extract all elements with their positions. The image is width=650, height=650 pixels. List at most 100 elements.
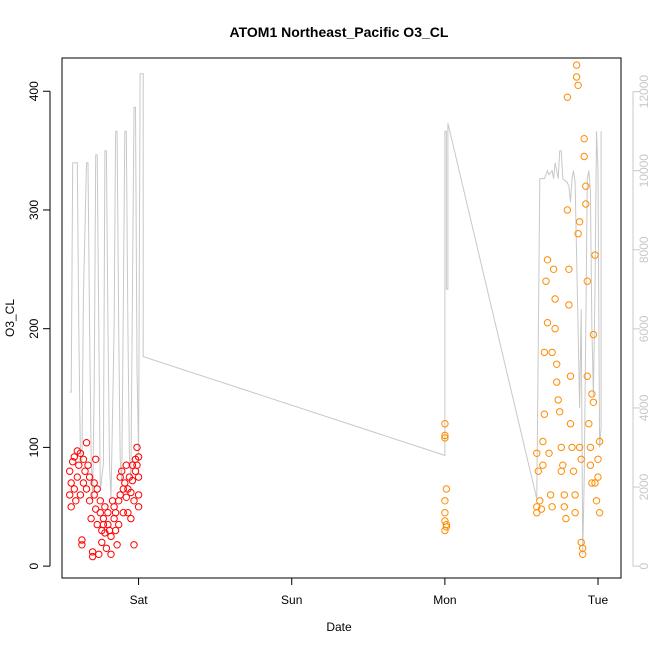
data-point-series-2 xyxy=(441,434,449,442)
data-point-series-2 xyxy=(556,408,564,416)
y2-tick-label: 12000 xyxy=(637,75,650,109)
points-layer xyxy=(66,61,604,561)
data-point-series-2 xyxy=(563,93,572,101)
data-point-series-1 xyxy=(115,497,123,505)
data-point-series-1 xyxy=(101,529,109,537)
y2-tick-label: 0 xyxy=(637,562,650,569)
data-point-series-1 xyxy=(66,467,74,475)
data-point-series-1 xyxy=(85,473,94,481)
data-point-series-1 xyxy=(122,461,131,469)
data-point-series-2 xyxy=(545,449,553,457)
data-point-series-2 xyxy=(588,390,596,398)
data-point-series-2 xyxy=(551,325,559,333)
data-point-series-1 xyxy=(96,497,105,505)
data-point-series-1 xyxy=(134,503,143,511)
data-point-series-2 xyxy=(557,443,565,452)
data-point-series-2 xyxy=(565,301,573,309)
data-point-series-2 xyxy=(548,503,556,511)
x-axis: Sat Sun Mon Tue xyxy=(130,577,609,607)
data-point-series-2 xyxy=(563,206,572,214)
data-point-series-2 xyxy=(579,550,587,558)
data-point-series-2 xyxy=(571,491,579,499)
data-point-series-2 xyxy=(441,509,449,517)
data-point-series-1 xyxy=(110,514,118,523)
data-point-series-2 xyxy=(559,461,567,469)
y2-tick-label: 6000 xyxy=(637,315,650,342)
data-point-series-1 xyxy=(104,520,112,529)
data-point-series-2 xyxy=(592,497,601,505)
data-point-series-1 xyxy=(90,491,98,499)
data-point-series-2 xyxy=(568,443,576,452)
data-point-series-1 xyxy=(76,449,85,457)
data-point-series-2 xyxy=(569,467,578,475)
data-point-series-1 xyxy=(110,503,118,511)
data-point-series-2 xyxy=(540,410,549,418)
data-point-series-2 xyxy=(574,81,582,90)
data-point-series-2 xyxy=(588,479,596,487)
x-axis-label: Date xyxy=(326,620,352,634)
y-tick-label: 0 xyxy=(27,562,41,569)
data-point-series-2 xyxy=(553,360,561,368)
data-point-series-2 xyxy=(582,200,590,208)
data-point-series-1 xyxy=(93,485,101,493)
data-point-series-1 xyxy=(66,491,74,499)
y2-tick-label: 4000 xyxy=(637,394,650,421)
y2-tick-label: 10000 xyxy=(637,154,650,188)
data-point-series-1 xyxy=(116,491,124,499)
data-point-series-1 xyxy=(115,520,123,529)
data-point-series-1 xyxy=(133,461,141,469)
data-point-series-2 xyxy=(441,420,449,428)
data-point-series-2 xyxy=(589,398,598,406)
data-point-series-2 xyxy=(594,455,602,463)
data-point-series-2 xyxy=(540,348,549,357)
y2-tick-label: 8000 xyxy=(637,236,650,263)
x-tick-label: Tue xyxy=(588,593,609,607)
data-point-series-2 xyxy=(554,396,562,404)
data-point-series-2 xyxy=(539,461,547,469)
data-point-series-1 xyxy=(88,552,97,561)
data-point-series-2 xyxy=(583,277,591,285)
data-point-series-1 xyxy=(130,497,138,505)
data-point-series-2 xyxy=(560,491,568,499)
data-point-series-1 xyxy=(88,548,97,556)
data-point-series-2 xyxy=(580,135,588,143)
data-point-series-1 xyxy=(72,497,80,505)
data-point-series-2 xyxy=(533,509,541,517)
data-point-series-2 xyxy=(586,443,595,452)
data-point-series-1 xyxy=(82,485,91,493)
data-point-series-1 xyxy=(107,550,115,558)
data-point-series-2 xyxy=(594,473,602,481)
data-point-series-2 xyxy=(595,509,604,517)
data-point-series-2 xyxy=(543,256,552,264)
data-point-series-1 xyxy=(127,514,135,523)
data-point-series-1 xyxy=(69,458,77,466)
data-point-series-2 xyxy=(441,517,449,525)
data-point-series-2 xyxy=(549,265,558,273)
data-point-series-2 xyxy=(591,479,599,487)
data-point-series-1 xyxy=(128,461,137,469)
data-point-series-2 xyxy=(534,467,542,475)
y2-tick-label: 2000 xyxy=(637,473,650,500)
data-point-series-2 xyxy=(542,277,550,285)
data-point-series-1 xyxy=(134,491,143,499)
data-point-series-1 xyxy=(134,453,143,461)
data-point-series-2 xyxy=(595,437,604,446)
data-point-series-2 xyxy=(572,73,581,81)
data-point-series-1 xyxy=(134,473,143,481)
data-point-series-1 xyxy=(101,503,109,511)
data-point-series-2 xyxy=(533,449,541,457)
x-tick-label: Sat xyxy=(130,593,149,607)
data-point-series-2 xyxy=(553,378,561,386)
data-point-series-2 xyxy=(546,491,555,499)
data-point-series-2 xyxy=(589,330,598,339)
data-point-series-2 xyxy=(585,420,593,428)
data-point-series-1 xyxy=(70,485,79,493)
data-point-series-1 xyxy=(73,473,82,481)
data-point-series-2 xyxy=(441,497,449,505)
data-point-series-1 xyxy=(99,514,108,523)
data-point-series-1 xyxy=(93,520,101,529)
data-point-series-1 xyxy=(87,514,95,523)
right-axis-series-line xyxy=(69,73,602,555)
data-point-series-1 xyxy=(78,536,86,544)
data-point-series-2 xyxy=(571,509,579,517)
